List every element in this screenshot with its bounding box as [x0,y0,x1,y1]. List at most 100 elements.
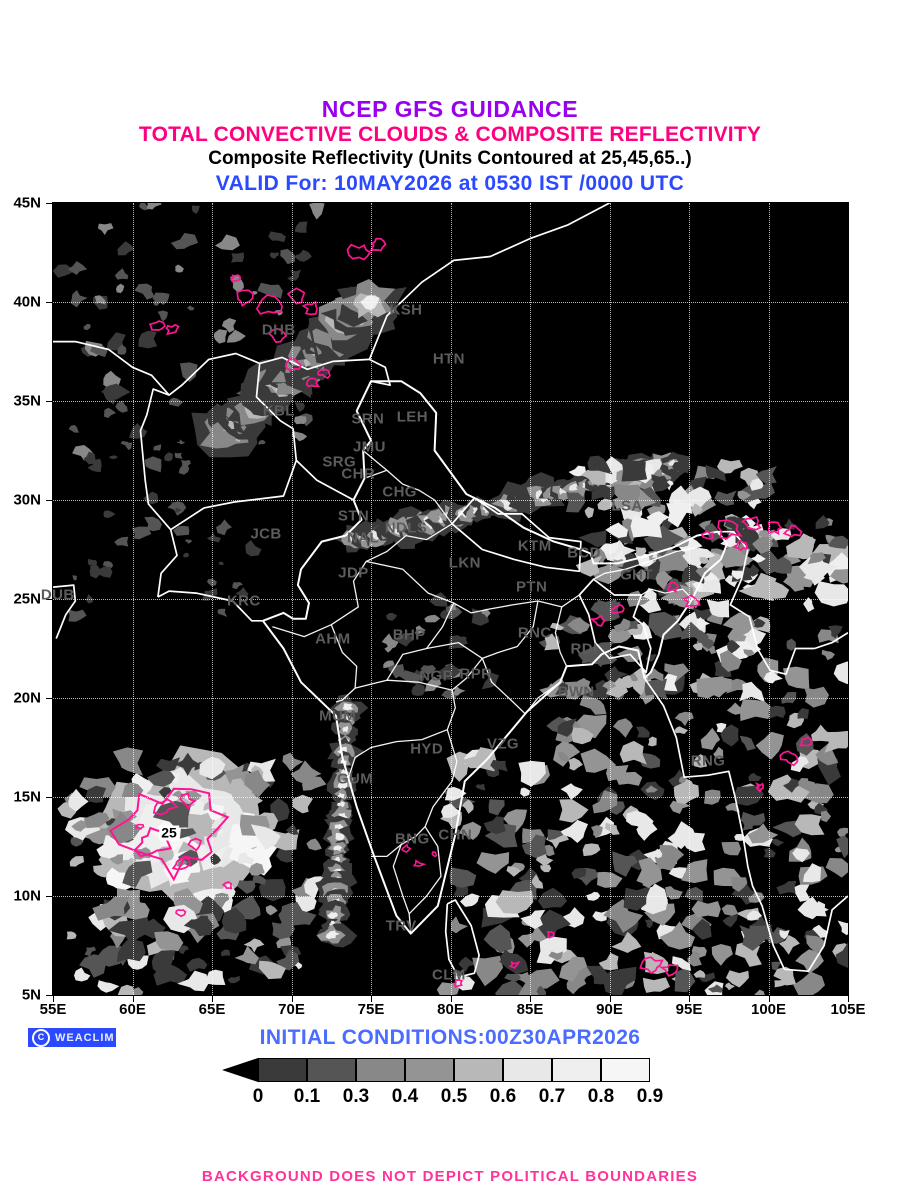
reflectivity-cell [590,599,618,622]
reflectivity-cell [674,711,694,727]
reflectivity-cell [700,727,721,750]
city-label-stn: STN [337,507,370,525]
reflectivity-contour [171,855,192,871]
reflectivity-cell [97,223,114,235]
boundary-line [272,535,407,638]
reflectivity-cell [72,445,94,461]
reflectivity-cell [740,811,766,826]
colorbar-segment [601,1058,650,1082]
reflectivity-cell [103,510,116,519]
reflectivity-cell [115,400,128,413]
reflectivity-cell [567,617,591,634]
reflectivity-cell [531,874,544,889]
reflectivity-cell [503,809,528,833]
reflectivity-cell [383,660,395,669]
reflectivity-cell [837,827,848,839]
reflectivity-cell [730,876,748,892]
reflectivity-cell [747,823,779,844]
reflectivity-cell [520,787,531,797]
reflectivity-contour [369,237,387,252]
reflectivity-cell [186,305,195,311]
reflectivity-cell [488,799,505,816]
x-axis-tick [132,995,134,1002]
reflectivity-cell [295,893,317,913]
reflectivity-cell [815,743,839,766]
reflectivity-cell [164,452,173,462]
reflectivity-cell [144,516,162,532]
reflectivity-cell [521,834,547,858]
colorbar-tick-label: 0 [252,1086,264,1107]
reflectivity-cell [584,506,595,519]
reflectivity-cell [87,558,98,566]
reflectivity-cell [702,578,721,593]
city-label-bwn: BWN [557,683,595,701]
boundary-line [295,459,354,501]
reflectivity-cell [612,851,638,877]
reflectivity-cell [175,507,182,513]
x-axis-tick [848,995,849,1002]
map-canvas[interactable] [53,203,848,995]
title-block: NCEP GFS GUIDANCE TOTAL CONVECTIVE CLOUD… [0,96,900,197]
reflectivity-cell [792,848,810,863]
x-axis-tick-label: 100E [750,1001,787,1018]
x-axis-tick-label: 90E [596,1001,623,1018]
reflectivity-contour [109,787,230,882]
map-plot[interactable]: 45N 40N 35N 30N 25N 20N 15N 10N 5N 55E 60E 65E 70E 75… [13,195,865,1019]
reflectivity-cell [117,984,135,995]
reflectivity-cell [174,452,183,459]
gridline-vertical [609,203,611,995]
reflectivity-cell [743,649,755,657]
reflectivity-cell [102,561,114,568]
city-label-chn: CHN [438,826,473,844]
reflectivity-cell [717,458,743,474]
reflectivity-cell [714,490,737,506]
boundary-line [814,631,848,650]
reflectivity-cell [614,483,641,502]
reflectivity-cell [690,503,703,517]
reflectivity-cell [234,945,259,965]
reflectivity-cell [806,935,826,953]
reflectivity-cell [268,231,286,243]
weaclim-logo[interactable]: C WEACLIM [28,1028,116,1047]
reflectivity-cell [660,584,695,610]
reflectivity-cell [66,931,77,940]
reflectivity-cell [79,954,106,978]
reflectivity-cell [644,678,668,701]
reflectivity-cell [695,617,710,631]
reflectivity-cell [781,692,797,704]
y-axis-tick [46,599,53,600]
reflectivity-cell [598,952,619,971]
reflectivity-cell [734,785,764,806]
reflectivity-cell [786,536,814,559]
reflectivity-cell [156,757,180,772]
reflectivity-cell [333,845,343,852]
gridline-vertical [450,203,452,995]
reflectivity-cell [84,946,97,957]
reflectivity-cell [67,261,88,275]
y-axis-tick [46,797,53,798]
reflectivity-contour [255,294,283,315]
boundary-line [139,352,370,598]
reflectivity-contour [700,530,715,540]
reflectivity-cell [134,283,155,300]
reflectivity-cell [582,843,601,857]
reflectivity-cell [837,920,848,936]
reflectivity-cell [773,966,797,986]
reflectivity-cell [83,812,110,829]
reflectivity-cell [740,699,774,722]
reflectivity-cell [294,249,312,263]
reflectivity-cell [568,483,578,491]
boundary-line [53,340,170,396]
gridline-vertical [371,203,372,995]
reflectivity-cell [438,663,461,680]
reflectivity-cell [612,718,633,738]
reflectivity-contour [346,243,372,261]
reflectivity-cell [122,860,153,888]
reflectivity-cell [221,318,237,333]
reflectivity-cell [821,649,835,661]
colorbar-segment [307,1058,356,1082]
reflectivity-cell [786,638,796,651]
reflectivity-cell [68,788,89,812]
reflectivity-cell [143,491,159,505]
reflectivity-cell [793,883,811,902]
